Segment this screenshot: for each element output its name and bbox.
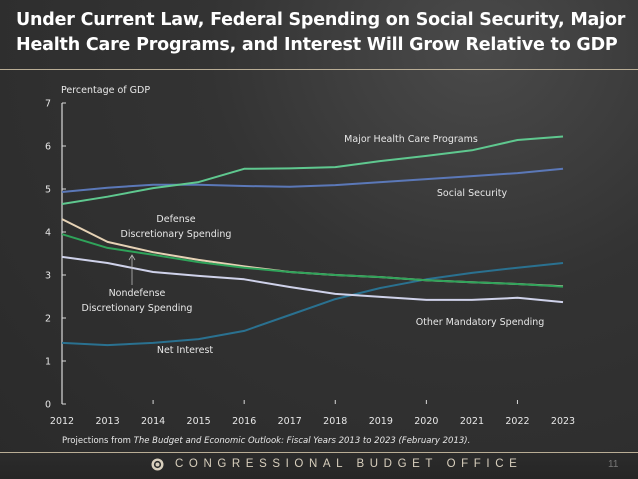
series-line-nondefense-discretionary-spending xyxy=(61,233,564,288)
source-note: Projections from The Budget and Economic… xyxy=(62,436,470,446)
y-tick-label: 7 xyxy=(45,99,51,110)
annotation-line: Other Mandatory Spending xyxy=(416,317,545,328)
cbo-logo-icon xyxy=(151,458,164,471)
x-tick-label: 2018 xyxy=(323,416,347,427)
source-prefix: Projections from xyxy=(62,436,134,446)
annotation-line: Discretionary Spending xyxy=(82,303,193,314)
chart-axes: 0 1 2 3 4 5 6 7 2012 2013 2014 2015 2016 2017 2018 2019… xyxy=(45,99,575,428)
annotation-line: Nondefense xyxy=(109,288,166,299)
title-divider xyxy=(0,69,638,70)
annotation-social-security: Social Security xyxy=(437,188,508,199)
series-line-net-interest xyxy=(61,262,564,347)
annotation-arrow-head-icon xyxy=(128,254,136,261)
y-tick-label: 3 xyxy=(45,271,51,282)
series-line-major-health-care-programs xyxy=(61,135,564,205)
annotation-net-interest: Net Interest xyxy=(157,345,214,356)
footer-divider xyxy=(0,452,638,453)
chart-annotations: Major Health Care Programs Social Securit… xyxy=(82,134,545,356)
x-tick-label: 2014 xyxy=(141,416,165,427)
y-axis-label: Percentage of GDP xyxy=(61,85,150,96)
x-tick-label: 2016 xyxy=(232,416,256,427)
y-tick-label: 2 xyxy=(45,314,51,325)
x-tick-label: 2013 xyxy=(95,416,119,427)
annotation-line: Discretionary Spending xyxy=(121,229,232,240)
annotation-line: Major Health Care Programs xyxy=(344,134,478,145)
annotation-line: Social Security xyxy=(437,188,508,199)
annotation-line: Defense xyxy=(156,214,195,225)
y-tick-label: 4 xyxy=(45,228,51,239)
y-tick-label: 5 xyxy=(45,185,51,196)
x-tick-label: 2021 xyxy=(460,416,484,427)
slide-title: Under Current Law, Federal Spending on S… xyxy=(16,10,626,55)
annotation-line: Net Interest xyxy=(157,345,214,356)
x-tick-label: 2019 xyxy=(369,416,393,427)
x-tick-label: 2020 xyxy=(414,416,438,427)
annotation-major-health-care-programs: Major Health Care Programs xyxy=(344,134,478,145)
annotation-other-mandatory-spending: Other Mandatory Spending xyxy=(416,317,545,328)
y-tick-label: 1 xyxy=(45,357,51,368)
x-tick-label: 2017 xyxy=(278,416,302,427)
annotation-defense-discretionary-spending: Defense Discretionary Spending xyxy=(121,214,232,240)
annotation-nondefense-discretionary-spending: Nondefense Discretionary Spending xyxy=(82,288,193,314)
source-title: The Budget and Economic Outlook: Fiscal … xyxy=(134,436,471,446)
series-line-social-security xyxy=(61,167,564,193)
x-tick-label: 2015 xyxy=(187,416,211,427)
footer-org-name: CONGRESSIONAL BUDGET OFFICE xyxy=(175,458,523,470)
chart-series xyxy=(61,135,564,347)
page-number: 11 xyxy=(608,459,619,470)
footer-bar xyxy=(0,453,638,479)
series-line-other-mandatory-spending xyxy=(61,255,564,304)
x-tick-label: 2022 xyxy=(505,416,529,427)
line-chart: 0 1 2 3 4 5 6 7 2012 2013 2014 2015 2016 2017 2018 2019… xyxy=(45,85,575,446)
y-tick-label: 6 xyxy=(45,142,51,153)
x-tick-label: 2012 xyxy=(50,416,74,427)
y-tick-label: 0 xyxy=(45,400,51,411)
x-tick-label: 2023 xyxy=(551,416,575,427)
